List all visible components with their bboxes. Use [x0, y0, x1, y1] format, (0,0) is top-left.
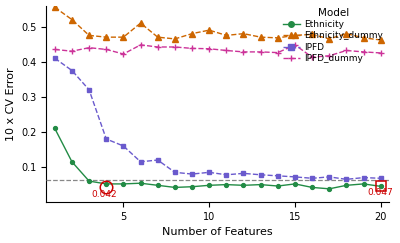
X-axis label: Number of Features: Number of Features — [162, 227, 273, 237]
Legend: Ethnicity, Ethnicity_dummy, IPFD, IPFD_dummy: Ethnicity, Ethnicity_dummy, IPFD, IPFD_d… — [282, 6, 385, 65]
Text: 0.047: 0.047 — [368, 189, 394, 198]
Text: 0.042: 0.042 — [92, 190, 117, 199]
Y-axis label: 10 x CV Error: 10 x CV Error — [6, 67, 16, 141]
